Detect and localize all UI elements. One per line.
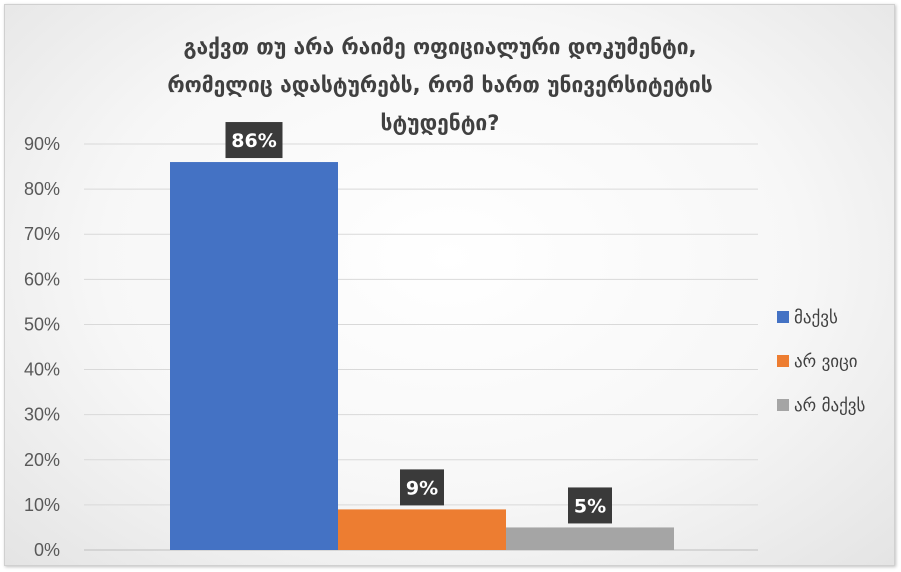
- bars: [170, 162, 674, 551]
- data-label: 5%: [574, 495, 606, 517]
- bar: [338, 509, 506, 550]
- legend: მაქვს არ ვიცი არ მაქვს: [777, 308, 866, 416]
- legend-swatch: [777, 399, 789, 411]
- chart-frame: [4, 4, 895, 566]
- data-label-box: [568, 487, 612, 524]
- chart-title-line: სტუდენტი?: [380, 111, 500, 135]
- legend-swatch: [777, 311, 789, 323]
- bar: [170, 162, 338, 551]
- data-label: 9%: [406, 477, 438, 499]
- legend-label: არ ვიცი: [794, 352, 858, 372]
- y-tick-label: 70%: [24, 224, 60, 244]
- y-tick-label: 40%: [24, 360, 60, 380]
- legend-label: მაქვს: [794, 308, 838, 328]
- y-tick-label: 10%: [24, 495, 60, 515]
- data-labels: 86% 9% 5%: [225, 122, 612, 524]
- y-tick-label: 90%: [24, 134, 60, 154]
- chart-title-line: რომელიც ადასტურებს, რომ ხართ უნივერსიტეტ…: [167, 73, 713, 97]
- legend-label: არ მაქვს: [794, 396, 866, 416]
- data-label-box: [225, 122, 283, 159]
- y-axis-tick-labels: 0% 10% 20% 30% 40% 50% 60% 70% 80% 90%: [24, 134, 60, 560]
- y-tick-label: 20%: [24, 450, 60, 470]
- y-tick-label: 30%: [24, 405, 60, 425]
- bar: [506, 527, 674, 550]
- data-label-box: [400, 469, 444, 506]
- y-tick-label: 50%: [24, 314, 60, 334]
- y-tick-label: 0%: [34, 540, 60, 560]
- data-label: 86%: [231, 130, 276, 152]
- y-tick-label: 80%: [24, 179, 60, 199]
- legend-swatch: [777, 355, 789, 367]
- y-tick-label: 60%: [24, 269, 60, 289]
- chart-title: გაქვთ თუ არა რაიმე ოფიციალური დოკუმენტი,…: [60, 28, 820, 142]
- chart-title-line: გაქვთ თუ არა რაიმე ოფიციალური დოკუმენტი,: [183, 35, 697, 59]
